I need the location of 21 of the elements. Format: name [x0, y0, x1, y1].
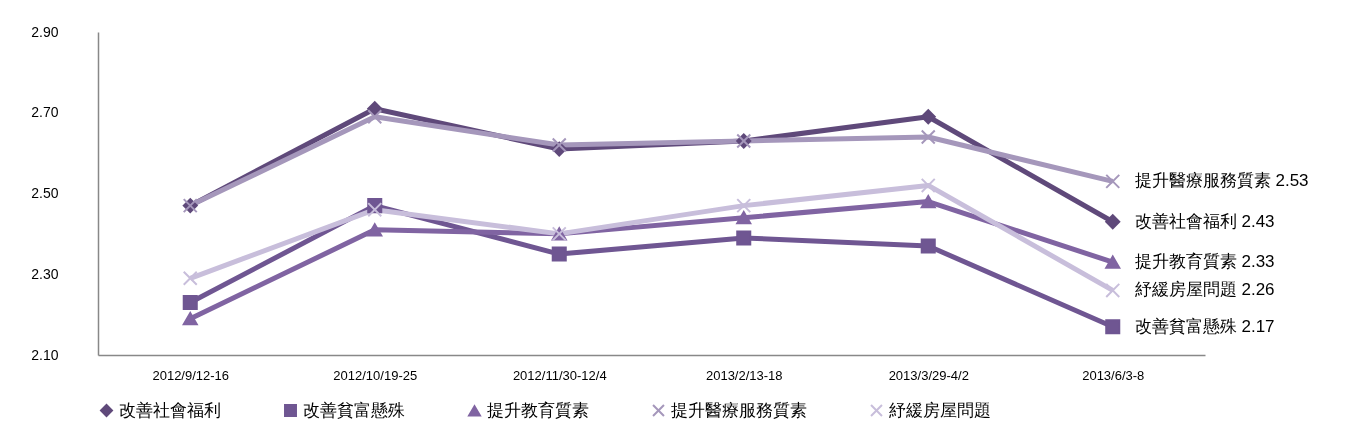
y-tick-label: 2.50 [31, 185, 59, 201]
annotation: 紓緩房屋問題 2.26 [1134, 280, 1275, 300]
x-tick-label: 2013/3/29-4/2 [888, 367, 969, 383]
annotation: 改善社會福利 2.43 [1134, 211, 1275, 231]
y-tick-label: 2.30 [31, 265, 59, 282]
legend-label: 改善貧富懸殊 [303, 400, 405, 420]
legend-label: 改善社會福利 [119, 400, 221, 420]
legend-label: 提升教育質素 [487, 400, 589, 420]
legend-label: 紓緩房屋問題 [889, 400, 991, 420]
annotation: 提升醫療服務質素 2.53 [1134, 171, 1309, 191]
x-tick-label: 2012/11/30-12/4 [512, 367, 607, 383]
annotation: 提升教育質素 2.33 [1134, 252, 1275, 272]
x-tick-label: 2012/9/12-16 [152, 367, 230, 383]
x-tick-label: 2012/10/19-25 [333, 367, 418, 383]
x-tick-label: 2013/6/3-8 [1082, 367, 1145, 383]
y-tick-label: 2.70 [31, 104, 59, 121]
y-tick-label: 2.10 [31, 346, 59, 363]
y-tick-label: 2.90 [31, 23, 59, 40]
legend-label: 提升醫療服務質素 [671, 400, 807, 420]
x-tick-label: 2013/2/13-18 [705, 367, 783, 383]
annotation: 改善貧富懸殊 2.17 [1134, 316, 1275, 336]
